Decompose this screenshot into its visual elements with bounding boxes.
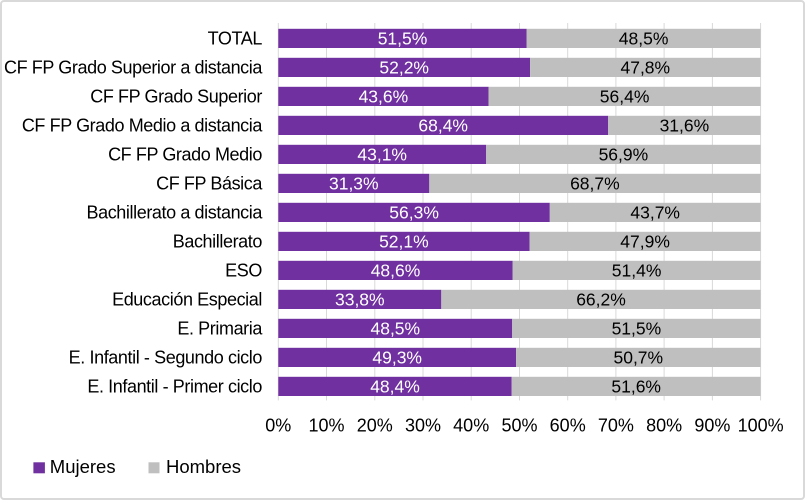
svg-text:60%: 60% (550, 416, 586, 436)
svg-text:66,2%: 66,2% (576, 290, 626, 310)
svg-text:47,9%: 47,9% (620, 232, 670, 252)
svg-text:70%: 70% (598, 416, 634, 436)
svg-text:68,4%: 68,4% (418, 116, 468, 136)
svg-text:Mujeres: Mujeres (50, 456, 116, 477)
svg-text:31,3%: 31,3% (329, 174, 379, 194)
svg-text:Hombres: Hombres (166, 456, 241, 477)
svg-text:48,6%: 48,6% (371, 261, 421, 281)
svg-text:50,7%: 50,7% (613, 348, 663, 368)
svg-text:51,5%: 51,5% (378, 29, 428, 49)
svg-text:51,4%: 51,4% (612, 261, 662, 281)
svg-text:CF FP Grado Medio a distancia: CF FP Grado Medio a distancia (22, 115, 264, 135)
svg-text:0%: 0% (265, 416, 291, 436)
svg-text:E. Primaria: E. Primaria (177, 318, 263, 338)
svg-text:TOTAL: TOTAL (208, 28, 263, 48)
svg-text:Educación Especial: Educación Especial (112, 289, 262, 309)
svg-text:51,5%: 51,5% (612, 319, 662, 339)
svg-text:100%: 100% (738, 416, 784, 436)
svg-text:Bachillerato a distancia: Bachillerato a distancia (86, 202, 263, 222)
svg-text:CF FP Grado Superior a distanc: CF FP Grado Superior a distancia (4, 57, 263, 77)
svg-text:52,1%: 52,1% (379, 232, 429, 252)
svg-text:ESO: ESO (225, 260, 262, 280)
svg-text:56,9%: 56,9% (599, 145, 649, 165)
svg-text:47,8%: 47,8% (620, 58, 670, 78)
svg-text:48,4%: 48,4% (370, 377, 420, 397)
svg-text:48,5%: 48,5% (370, 319, 420, 339)
svg-text:CF FP Grado Medio: CF FP Grado Medio (108, 144, 262, 164)
svg-text:90%: 90% (694, 416, 730, 436)
svg-text:CF FP Grado Superior: CF FP Grado Superior (90, 86, 262, 106)
svg-text:CF FP Básica: CF FP Básica (156, 173, 263, 193)
svg-text:43,6%: 43,6% (359, 87, 409, 107)
svg-text:E. Infantil - Primer ciclo: E. Infantil - Primer ciclo (87, 376, 262, 396)
svg-text:43,7%: 43,7% (630, 203, 680, 223)
svg-text:51,6%: 51,6% (611, 377, 661, 397)
svg-text:68,7%: 68,7% (570, 174, 620, 194)
svg-text:49,3%: 49,3% (372, 348, 422, 368)
svg-text:43,1%: 43,1% (357, 145, 407, 165)
svg-text:10%: 10% (308, 416, 344, 436)
svg-text:20%: 20% (357, 416, 393, 436)
svg-text:56,4%: 56,4% (600, 87, 650, 107)
svg-text:80%: 80% (646, 416, 682, 436)
svg-text:40%: 40% (453, 416, 489, 436)
svg-text:Bachillerato: Bachillerato (173, 231, 263, 251)
svg-text:31,6%: 31,6% (660, 116, 710, 136)
svg-text:E. Infantil - Segundo ciclo: E. Infantil - Segundo ciclo (69, 347, 263, 367)
svg-text:48,5%: 48,5% (619, 29, 669, 49)
svg-text:33,8%: 33,8% (335, 290, 385, 310)
svg-text:50%: 50% (501, 416, 537, 436)
svg-text:56,3%: 56,3% (389, 203, 439, 223)
svg-text:52,2%: 52,2% (379, 58, 429, 78)
svg-text:30%: 30% (405, 416, 441, 436)
